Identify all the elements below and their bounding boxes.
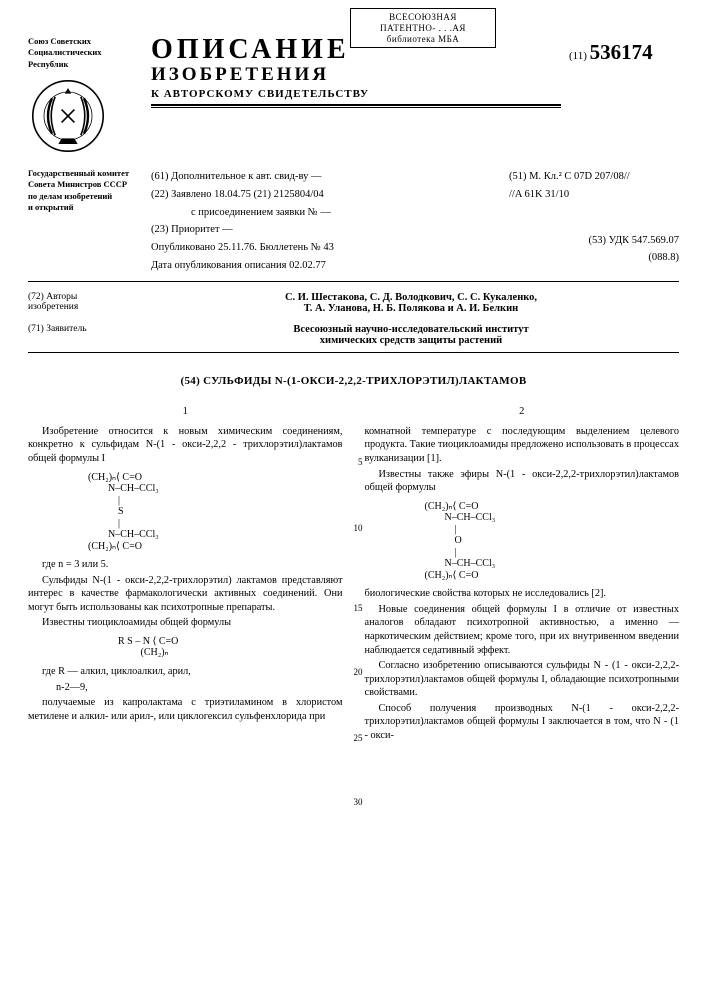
applicant-label: (71) Заявитель	[28, 324, 143, 346]
column-2: 5 10 15 20 25 30 2 комнатной температуре…	[365, 405, 680, 743]
meta-51-ipc: (51) М. Кл.² C 07D 207/08// //A 61K 31/1…	[509, 168, 679, 204]
meta-22: (22) Заявлено 18.04.75 (21) 2125804/04	[151, 186, 509, 204]
pubnum-prefix: (11)	[569, 50, 587, 62]
authors-block: (72) Авторы изобретения С. И. Шестакова,…	[28, 292, 679, 314]
issuer-block: Союз Советских Социалистических Республи…	[28, 36, 143, 168]
divider	[151, 104, 561, 106]
committee-line: Совета Министров СССР	[28, 179, 143, 190]
line-number: 25	[351, 733, 363, 745]
line-number: 30	[351, 797, 363, 809]
committee-line: Государственный комитет	[28, 168, 143, 179]
filing-meta: (61) Дополнительное к авт. свид-ву — (22…	[143, 168, 509, 275]
issuer-line: Союз Советских	[28, 36, 143, 47]
line-number: 20	[351, 667, 363, 679]
committee-block: Государственный комитет Совета Министров…	[28, 168, 143, 275]
line-number: 10	[351, 523, 363, 535]
stamp-line: ПАТЕНТНО- . . .АЯ	[353, 23, 493, 34]
body-paragraph: получаемые из капролактама с триэтиламин…	[28, 696, 343, 723]
meta-description-date: Дата опубликования описания 02.02.77	[151, 257, 509, 275]
meta-block: Государственный комитет Совета Министров…	[28, 168, 679, 275]
body-paragraph: где n = 3 или 5.	[28, 558, 343, 572]
patent-page: ВСЕСОЮЗНАЯ ПАТЕНТНО- . . .АЯ библиотека …	[0, 0, 707, 767]
body-paragraph: n-2—9,	[28, 681, 343, 695]
library-stamp: ВСЕСОЮЗНАЯ ПАТЕНТНО- . . .АЯ библиотека …	[350, 8, 496, 48]
committee-line: по делам изобретений	[28, 191, 143, 202]
column-number: 1	[28, 405, 343, 419]
body-paragraph: Изобретение относится к новым химическим…	[28, 425, 343, 466]
column-number: 2	[365, 405, 680, 419]
applicant-block: (71) Заявитель Всесоюзный научно-исследо…	[28, 324, 679, 346]
body-paragraph: Новые соединения общей формулы I в отлич…	[365, 603, 680, 657]
body-paragraph: комнатной температуре с последующим выде…	[365, 425, 680, 466]
meta-23: (23) Приоритет —	[151, 221, 509, 239]
body-paragraph: Известны тиоциклоамиды общей формулы	[28, 616, 343, 630]
publication-number: 536174	[590, 40, 653, 64]
meta-61: (61) Дополнительное к авт. свид-ву —	[151, 168, 509, 186]
stamp-line: библиотека МБА	[353, 34, 493, 45]
applicant-name: Всесоюзный научно-исследовательский инст…	[143, 324, 679, 346]
body-paragraph: Согласно изобретению описываются сульфид…	[365, 659, 680, 700]
issuer-line: Республик	[28, 59, 143, 70]
spacer	[509, 204, 679, 232]
issuer-line: Социалистических	[28, 47, 143, 58]
line-number: 5	[351, 457, 363, 469]
stamp-line: ВСЕСОЮЗНАЯ	[353, 12, 493, 23]
header-block: Союз Советских Социалистических Республи…	[28, 36, 679, 168]
divider	[28, 352, 679, 353]
body-paragraph: биологические свойства которых не исслед…	[365, 587, 680, 601]
body-paragraph: где R — алкил, циклоалкил, арил,	[28, 665, 343, 679]
divider	[28, 281, 679, 282]
classification-meta: (51) М. Кл.² C 07D 207/08// //A 61K 31/1…	[509, 168, 679, 275]
committee-line: и открытий	[28, 202, 143, 213]
body-columns: 1 Изобретение относится к новым химическ…	[28, 405, 679, 743]
line-number: 15	[351, 603, 363, 615]
meta-53-udc: (53) УДК 547.569.07 (088.8)	[509, 232, 679, 268]
chemical-formula: (CH₂)ₙ⟨ C=O N–CH–CCl₃ | O | N–CH–CCl₃ (C…	[425, 501, 680, 582]
pubnum-block: (11) 536174	[569, 36, 679, 168]
title-block: ОПИСАНИЕ ИЗОБРЕТЕНИЯ К АВТОРСКОМУ СВИДЕТ…	[143, 36, 569, 168]
chemical-formula: (CH₂)ₙ⟨ C=O N–CH–CCl₃ | S | N–CH–CCl₃ (C…	[88, 472, 343, 553]
body-paragraph: Способ получения производных N-(1 - окси…	[365, 702, 680, 743]
body-paragraph: Сульфиды N-(1 - окси-2,2,2-трихлорэтил) …	[28, 574, 343, 615]
meta-published: Опубликовано 25.11.76. Бюллетень № 43	[151, 239, 509, 257]
body-paragraph: Известны также эфиры N-(1 - окси-2,2,2-т…	[365, 468, 680, 495]
doc-title-sub: ИЗОБРЕТЕНИЯ	[151, 64, 561, 86]
author-names: С. И. Шестакова, С. Д. Володкович, С. С.…	[143, 292, 679, 314]
chemical-formula: R S – N ⟨ C=O (CH₂)ₙ	[118, 636, 343, 659]
column-1: 1 Изобретение относится к новым химическ…	[28, 405, 343, 743]
ussr-emblem-icon	[28, 76, 108, 156]
authors-label: (72) Авторы изобретения	[28, 292, 143, 314]
meta-22b: с присоединением заявки № —	[151, 204, 509, 222]
divider	[151, 107, 561, 108]
doc-title-cert: К АВТОРСКОМУ СВИДЕТЕЛЬСТВУ	[151, 88, 561, 100]
invention-title: (54) СУЛЬФИДЫ N-(1-ОКСИ-2,2,2-ТРИХЛОРЭТИ…	[28, 375, 679, 387]
